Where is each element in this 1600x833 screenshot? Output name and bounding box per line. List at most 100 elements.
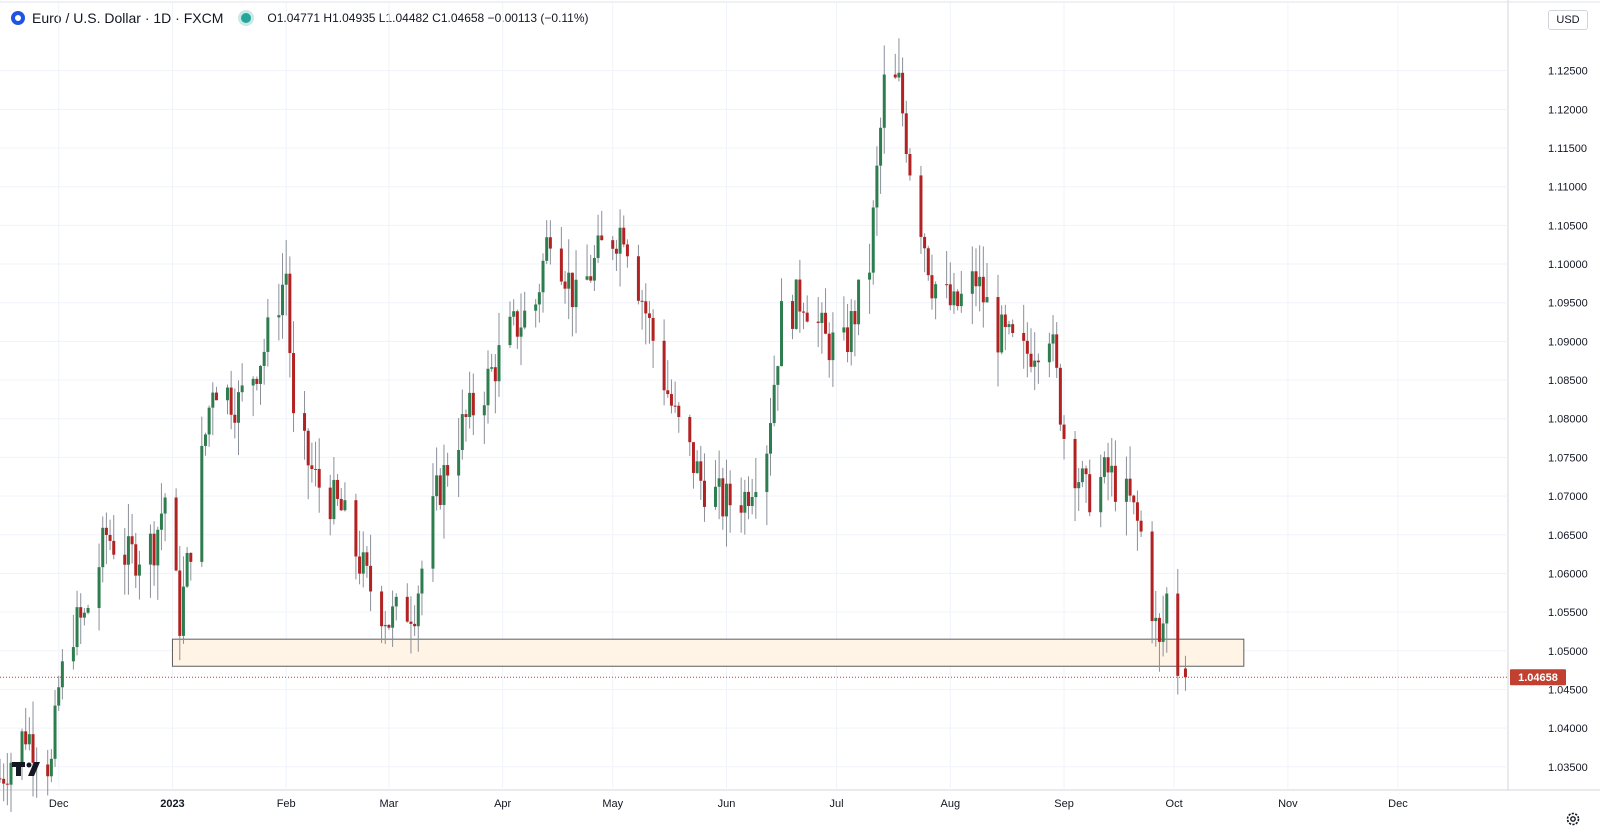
candle-down xyxy=(798,279,802,312)
candle-up xyxy=(985,297,989,303)
x-tick-label: Dec xyxy=(1388,798,1408,810)
candle-down xyxy=(380,591,384,627)
candle-down xyxy=(112,540,116,555)
candle-down xyxy=(636,256,640,301)
candle-down xyxy=(288,273,292,354)
candle-up xyxy=(534,304,538,311)
candle-up xyxy=(1099,476,1103,513)
candle-down xyxy=(548,237,552,249)
candle-up xyxy=(713,486,717,507)
candle-up xyxy=(361,552,365,574)
candle-down xyxy=(805,312,809,322)
candle-up xyxy=(545,237,549,261)
support-zone[interactable] xyxy=(171,638,1245,667)
candle-up xyxy=(879,127,883,166)
candle-down xyxy=(1062,424,1066,439)
y-tick-label: 1.10000 xyxy=(1548,259,1588,271)
currency-selector[interactable]: USD xyxy=(1548,10,1588,30)
candle-up xyxy=(820,312,824,323)
candle-down xyxy=(1135,502,1139,521)
x-tick-label: Feb xyxy=(277,798,296,810)
candle-down xyxy=(611,240,615,249)
candle-down xyxy=(46,764,50,777)
candle-down xyxy=(919,175,923,237)
candle-up xyxy=(596,235,600,258)
candle-down xyxy=(746,491,750,507)
tradingview-watermark-icon[interactable] xyxy=(12,762,40,776)
chart-header: Euro / U.S. Dollar · 1D · FXCM O1.04771 … xyxy=(10,8,589,28)
candle-up xyxy=(181,586,185,636)
candle-up xyxy=(251,378,255,386)
candle-down xyxy=(1011,324,1015,333)
candle-down xyxy=(688,416,692,443)
candle-up xyxy=(1033,360,1037,367)
candle-down xyxy=(134,544,138,576)
candle-up xyxy=(959,293,963,307)
candle-up xyxy=(27,734,31,745)
candle-down xyxy=(802,311,806,313)
market-status-dot[interactable] xyxy=(241,13,252,23)
candle-up xyxy=(857,279,861,325)
candle-up xyxy=(831,332,835,361)
candle-down xyxy=(515,311,519,337)
candle-down xyxy=(893,74,897,78)
candle-down xyxy=(1084,468,1088,475)
candle-down xyxy=(622,227,626,245)
candle-up xyxy=(156,529,160,566)
candle-down xyxy=(493,367,497,382)
candle-down xyxy=(317,468,321,488)
candle-up xyxy=(871,207,875,273)
candle-down xyxy=(816,321,820,323)
candle-down xyxy=(104,527,108,535)
candle-up xyxy=(9,762,13,785)
candle-up xyxy=(537,292,541,305)
candle-down xyxy=(647,313,651,318)
candle-down xyxy=(255,378,259,384)
candle-up xyxy=(769,423,773,454)
candle-up xyxy=(207,407,211,435)
candle-up xyxy=(82,612,86,618)
candle-down xyxy=(1073,438,1077,489)
symbol-title[interactable]: Euro / U.S. Dollar · 1D · FXCM xyxy=(32,10,224,26)
gear-icon[interactable] xyxy=(1565,811,1581,827)
tradingview-logo-icon[interactable] xyxy=(10,10,26,26)
candle-down xyxy=(0,778,2,780)
candle-down xyxy=(908,154,912,176)
candle-down xyxy=(354,500,358,557)
candle-up xyxy=(1077,482,1081,489)
candle-down xyxy=(369,565,373,592)
candle-up xyxy=(523,310,527,328)
candle-down xyxy=(31,734,35,763)
candle-up xyxy=(541,260,545,293)
candle-up xyxy=(314,468,318,470)
candle-up xyxy=(86,607,90,613)
candle-down xyxy=(728,483,732,506)
candle-up xyxy=(897,72,901,78)
candle-up xyxy=(978,276,982,287)
candle-up xyxy=(240,385,244,393)
candle-down xyxy=(310,465,314,470)
candle-down xyxy=(123,554,127,565)
candle-down xyxy=(570,272,574,308)
candle-down xyxy=(1088,474,1092,513)
candle-up xyxy=(794,279,798,329)
candle-up xyxy=(394,596,398,607)
candle-up xyxy=(618,227,622,254)
candle-up xyxy=(332,479,336,520)
candle-down xyxy=(956,291,960,307)
candle-up xyxy=(277,315,281,318)
candle-down xyxy=(662,340,666,391)
candle-up xyxy=(225,387,229,401)
candle-down xyxy=(214,392,218,401)
candle-down xyxy=(923,236,927,249)
candle-up xyxy=(211,392,215,408)
candle-up xyxy=(97,567,101,608)
candle-down xyxy=(292,353,296,414)
candle-down xyxy=(5,783,9,785)
candle-down xyxy=(464,414,468,417)
candle-down xyxy=(673,405,677,407)
candle-down xyxy=(471,392,475,416)
candle-up xyxy=(57,687,61,706)
candle-up xyxy=(1124,478,1128,502)
